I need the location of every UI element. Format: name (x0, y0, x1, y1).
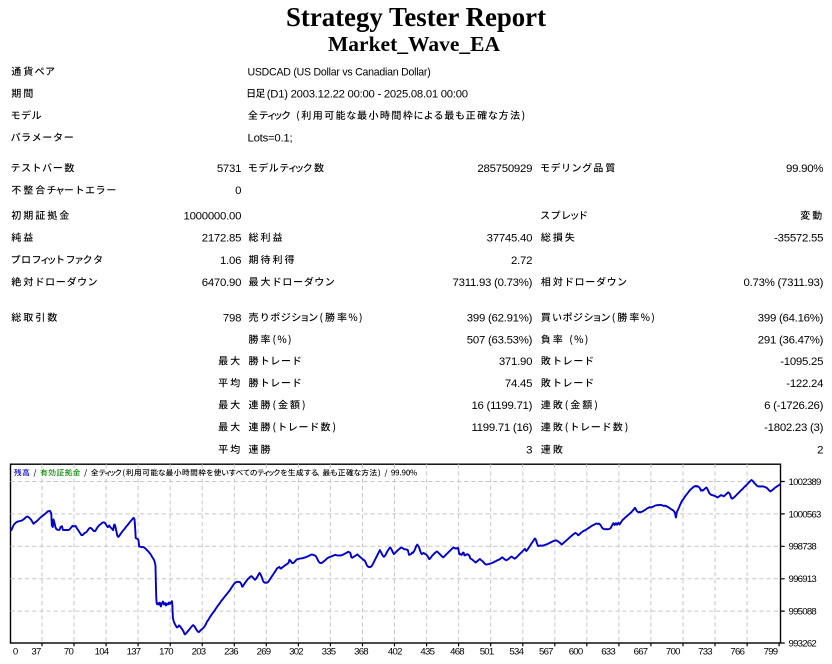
svg-text:335: 335 (322, 646, 336, 657)
svg-text:993262: 993262 (789, 638, 817, 649)
svg-text:74.45: 74.45 (505, 378, 532, 390)
svg-text:1002389: 1002389 (789, 477, 822, 488)
svg-text:3: 3 (526, 445, 532, 457)
svg-text:798: 798 (223, 313, 241, 325)
svg-text:700: 700 (666, 646, 680, 657)
svg-text:371.90: 371.90 (499, 356, 532, 368)
svg-text:37745.40: 37745.40 (487, 233, 533, 245)
svg-text:0: 0 (235, 185, 241, 197)
svg-text:399 (64.16%): 399 (64.16%) (758, 313, 824, 325)
svg-text:-1802.23 (3): -1802.23 (3) (764, 422, 824, 434)
svg-text:37: 37 (31, 646, 41, 657)
svg-text:7311.93 (0.73%): 7311.93 (0.73%) (453, 277, 533, 289)
svg-text:203: 203 (192, 646, 206, 657)
svg-text:468: 468 (450, 646, 464, 657)
svg-text:5731: 5731 (217, 163, 241, 175)
svg-text:0: 0 (13, 646, 18, 657)
svg-text:1199.71 (16): 1199.71 (16) (471, 422, 532, 434)
svg-text:0.73% (7311.93): 0.73% (7311.93) (744, 277, 824, 289)
svg-text:70: 70 (64, 646, 74, 657)
svg-text:399 (62.91%): 399 (62.91%) (467, 313, 533, 325)
svg-text:(D1) 2003.12.22 00:00 - 2025.0: (D1) 2003.12.22 00:00 - 2025.08.01 00:00 (267, 89, 468, 101)
svg-text:501: 501 (480, 646, 494, 657)
svg-text:996913: 996913 (789, 574, 817, 585)
svg-text:137: 137 (127, 646, 141, 657)
svg-text:99.90%: 99.90% (786, 163, 823, 175)
svg-text:285750929: 285750929 (477, 163, 532, 175)
svg-text:16 (1199.71): 16 (1199.71) (471, 400, 532, 412)
svg-text:507 (63.53%): 507 (63.53%) (467, 335, 533, 347)
svg-text:-122.24: -122.24 (786, 378, 823, 390)
svg-text:-1095.25: -1095.25 (780, 356, 823, 368)
svg-text:435: 435 (420, 646, 434, 657)
svg-text:402: 402 (388, 646, 402, 657)
svg-text:Strategy Tester Report: Strategy Tester Report (286, 2, 546, 32)
svg-text:995088: 995088 (789, 607, 817, 618)
svg-text:766: 766 (730, 646, 744, 657)
svg-text:6 (-1726.26): 6 (-1726.26) (764, 400, 824, 412)
svg-text:368: 368 (354, 646, 368, 657)
svg-text:534: 534 (509, 646, 524, 657)
svg-text:104: 104 (95, 646, 110, 657)
svg-text:2172.85: 2172.85 (202, 233, 241, 245)
svg-text:USDCAD (US Dollar vs Canadian: USDCAD (US Dollar vs Canadian Dollar) (248, 67, 431, 79)
svg-text:998738: 998738 (789, 542, 817, 553)
svg-text:799: 799 (764, 646, 778, 657)
svg-text:667: 667 (634, 646, 648, 657)
svg-text:291 (36.47%): 291 (36.47%) (758, 335, 824, 347)
svg-text:Market_Wave_EA: Market_Wave_EA (328, 32, 501, 56)
svg-text:170: 170 (159, 646, 173, 657)
svg-text:600: 600 (569, 646, 583, 657)
svg-text:-35572.55: -35572.55 (774, 233, 823, 245)
svg-text:6470.90: 6470.90 (202, 277, 241, 289)
svg-text:1.06: 1.06 (220, 255, 241, 267)
svg-text:633: 633 (601, 646, 615, 657)
svg-text:302: 302 (289, 646, 303, 657)
svg-text:567: 567 (539, 646, 553, 657)
svg-text:236: 236 (224, 646, 238, 657)
svg-text:Lots=0.1;: Lots=0.1; (248, 133, 293, 145)
svg-text:733: 733 (698, 646, 712, 657)
svg-text:2: 2 (817, 445, 823, 457)
svg-text:1000000.00: 1000000.00 (184, 211, 242, 223)
svg-text:1000563: 1000563 (789, 509, 822, 520)
svg-text:2.72: 2.72 (511, 255, 532, 267)
svg-text:269: 269 (257, 646, 271, 657)
